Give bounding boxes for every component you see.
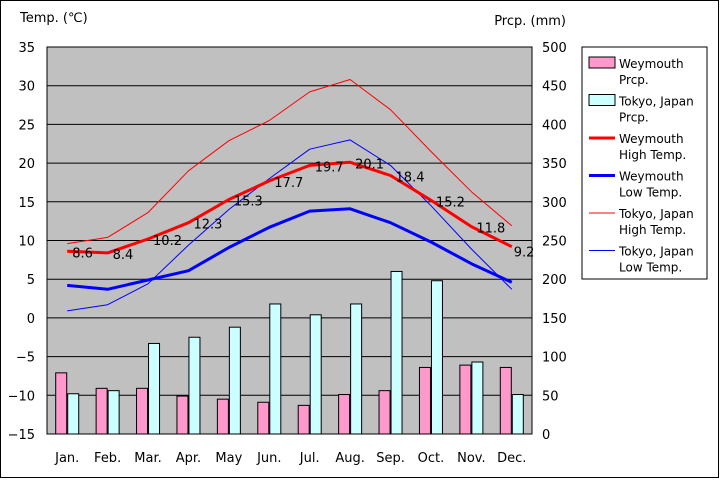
y-left-tick-label: 25 <box>18 118 35 133</box>
bar-weymouth-prcp- <box>95 387 108 435</box>
legend-label: Tokyo, Japan <box>618 245 694 259</box>
data-label: 8.6 <box>72 246 93 261</box>
y-right-tick-label: 150 <box>542 312 567 327</box>
y-right-tick-label: 0 <box>542 428 550 443</box>
bar-tokyo-japan-prcp- <box>430 280 443 435</box>
data-label: 20.1 <box>355 157 384 172</box>
data-label: 18.4 <box>396 170 425 185</box>
y-right-tick-label: 350 <box>542 157 567 172</box>
legend-label: High Temp. <box>619 148 686 162</box>
x-tick-label: Feb. <box>94 451 121 466</box>
bar-weymouth-prcp- <box>499 366 512 435</box>
line-tokyo-japan-low-temp- <box>67 139 513 312</box>
y-left-tick-label: 35 <box>18 41 35 56</box>
legend-label: Tokyo, Japan <box>618 95 694 109</box>
legend-label: Tokyo, Japan <box>618 207 694 221</box>
y-right-tick-label: 100 <box>542 351 567 366</box>
data-label: 11.8 <box>476 222 505 237</box>
bar-tokyo-japan-prcp- <box>511 394 524 435</box>
y-right-tick-label: 300 <box>542 196 567 211</box>
data-label: 10.2 <box>153 234 182 249</box>
x-tick-label: Mar. <box>134 451 161 466</box>
y-left-tick-label: 0 <box>27 312 35 327</box>
bar-weymouth-prcp- <box>176 395 189 435</box>
y-right-tick-label: 450 <box>542 80 567 95</box>
bar-tokyo-japan-prcp- <box>350 303 363 435</box>
y-left-tick-label: 5 <box>27 273 35 288</box>
bar-tokyo-japan-prcp- <box>188 336 201 435</box>
bar-weymouth-prcp- <box>257 401 270 435</box>
y-left-tick-label: 30 <box>18 80 35 95</box>
x-tick-label: Jul. <box>299 451 320 466</box>
y-left-axis-label: Temp. (℃) <box>19 11 88 26</box>
bar-tokyo-japan-prcp- <box>67 393 80 435</box>
data-label: 15.3 <box>234 194 263 209</box>
data-label: 9.2 <box>514 246 535 261</box>
legend-label: Weymouth <box>619 132 684 146</box>
bar-weymouth-prcp- <box>418 366 431 435</box>
x-tick-label: Sep. <box>376 451 405 466</box>
bar-tokyo-japan-prcp- <box>269 303 282 435</box>
bar-weymouth-prcp- <box>136 387 149 435</box>
y-left-tick-label: 10 <box>18 235 35 250</box>
legend-label: Prcp. <box>619 73 649 87</box>
data-label: 8.4 <box>113 248 134 263</box>
data-label: 12.3 <box>193 218 222 233</box>
x-tick-label: Apr. <box>176 451 201 466</box>
y-right-tick-label: 500 <box>542 41 567 56</box>
legend-swatch <box>588 94 616 106</box>
y-right-axis-label: Prcp. (mm) <box>494 14 566 29</box>
line-weymouth-low-temp- <box>67 207 513 291</box>
bar-weymouth-prcp- <box>297 404 310 435</box>
bar-tokyo-japan-prcp- <box>228 326 241 435</box>
x-tick-label: May <box>215 451 242 466</box>
bar-weymouth-prcp- <box>378 390 391 435</box>
data-label: 15.2 <box>436 195 465 210</box>
legend-label: High Temp. <box>619 223 686 237</box>
x-tick-label: Oct. <box>418 451 445 466</box>
bar-tokyo-japan-prcp- <box>390 270 403 435</box>
y-right-tick-label: 50 <box>542 389 559 404</box>
bar-weymouth-prcp- <box>55 372 68 435</box>
x-tick-label: Jan. <box>54 451 79 466</box>
y-right-tick-label: 400 <box>542 118 567 133</box>
legend-label: Prcp. <box>619 111 649 125</box>
x-tick-label: Jun. <box>256 451 281 466</box>
legend-swatch <box>588 56 616 69</box>
legend-label: Low Temp. <box>619 261 682 275</box>
bar-weymouth-prcp- <box>338 394 351 435</box>
y-left-tick-label: 15 <box>18 196 35 211</box>
legend-label: Weymouth <box>619 57 684 71</box>
y-left-tick-label: −15 <box>8 428 35 443</box>
y-right-tick-label: 250 <box>542 235 567 250</box>
line-weymouth-high-temp- <box>67 160 513 255</box>
bar-tokyo-japan-prcp- <box>471 361 484 435</box>
bar-weymouth-prcp- <box>459 364 472 435</box>
legend-box <box>581 46 708 280</box>
y-left-tick-label: −5 <box>16 351 35 366</box>
data-label: 19.7 <box>315 160 344 175</box>
y-right-tick-label: 200 <box>542 273 567 288</box>
legend-label: Weymouth <box>619 170 684 184</box>
line-tokyo-japan-high-temp- <box>67 79 513 245</box>
x-tick-label: Dec. <box>497 451 526 466</box>
y-left-tick-label: 20 <box>18 157 35 172</box>
x-tick-label: Aug. <box>335 451 365 466</box>
x-tick-label: Nov. <box>457 451 486 466</box>
bar-weymouth-prcp- <box>216 398 229 435</box>
bar-tokyo-japan-prcp- <box>309 314 322 435</box>
y-left-tick-label: −10 <box>8 389 35 404</box>
bar-tokyo-japan-prcp- <box>107 390 120 435</box>
legend-label: Low Temp. <box>619 186 682 200</box>
plot-frame <box>46 46 533 435</box>
bar-tokyo-japan-prcp- <box>148 342 161 435</box>
data-label: 17.7 <box>274 176 303 191</box>
